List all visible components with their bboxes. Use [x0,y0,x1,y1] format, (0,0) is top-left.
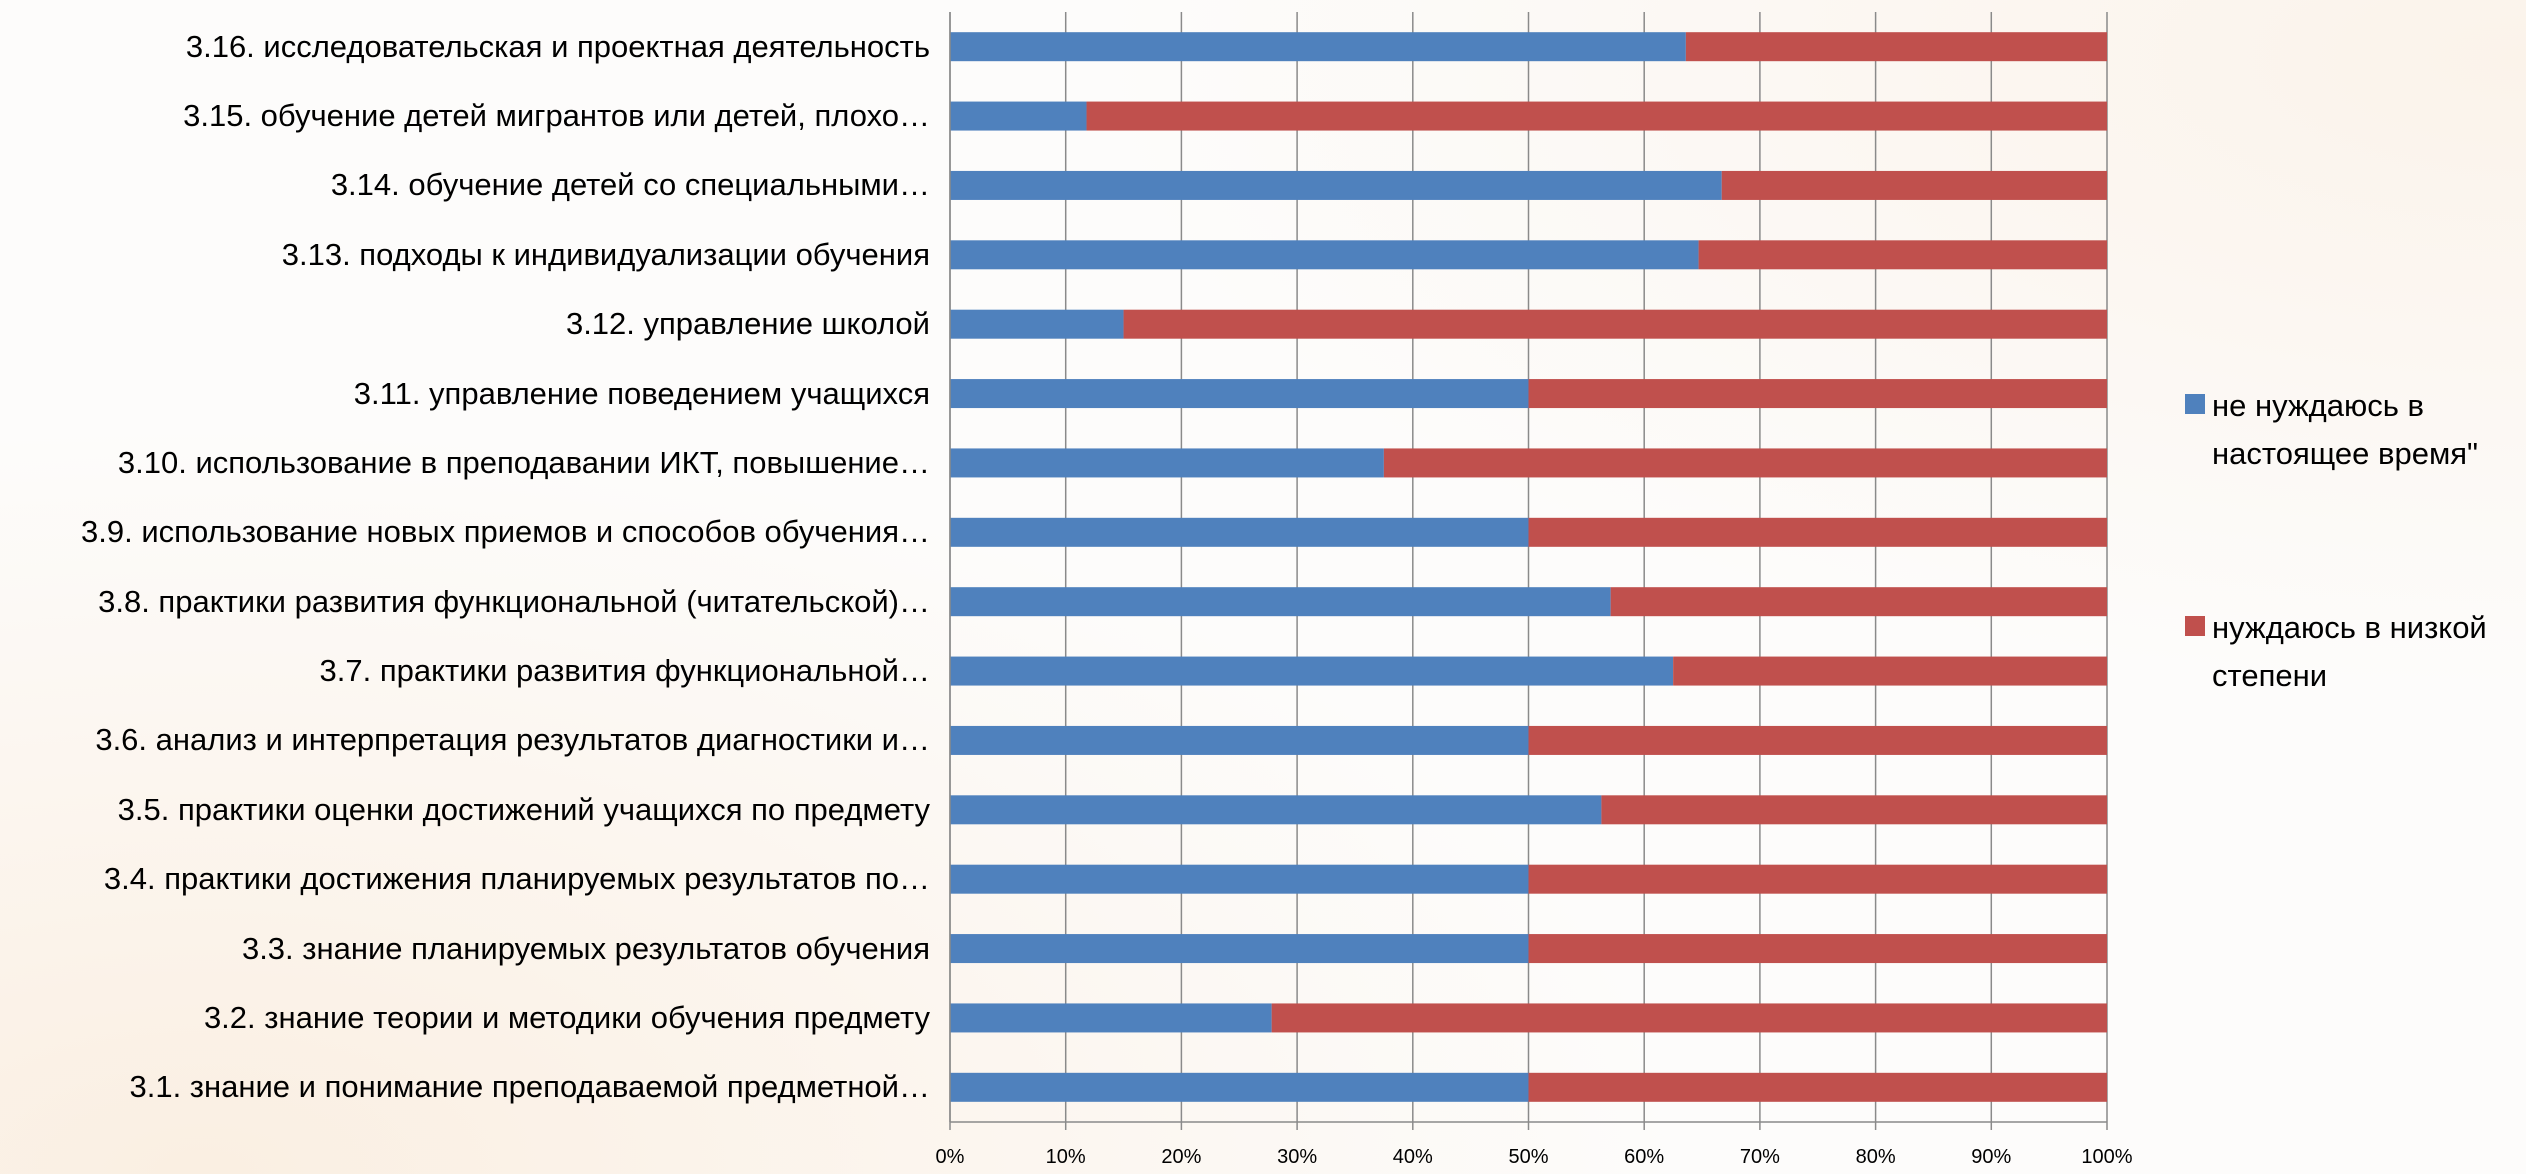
bar-segment-low-need [1528,1072,2107,1102]
category-label: 3.8. практики развития функциональной (ч… [98,583,930,619]
legend-swatch-red [2185,616,2205,636]
legend-label: не нуждаюсь в настоящее время" [2212,388,2479,471]
bar-segment-not-needed [950,240,1699,270]
bar-segment-low-need [1698,240,2107,270]
bar-segment-not-needed [950,864,1529,894]
bar-segment-not-needed [950,1003,1272,1033]
bar-segment-not-needed [950,101,1087,131]
category-label: 3.13. подходы к индивидуализации обучени… [281,236,930,272]
category-label: 3.1. знание и понимание преподаваемой пр… [129,1069,930,1105]
category-label: 3.6. анализ и интерпретация результатов … [95,722,930,758]
x-tick-label: 0% [935,1146,965,1168]
bar-segment-low-need [1271,1003,2107,1033]
x-tick-label: 30% [1277,1146,1318,1168]
bar-segment-low-need [1721,170,2107,200]
bar-segment-not-needed [950,309,1124,339]
bar-segment-not-needed [950,795,1602,825]
bar-segment-not-needed [950,656,1674,686]
x-tick-label: 60% [1624,1146,1665,1168]
bar-segment-low-need [1528,725,2107,755]
bar-segment-low-need [1383,448,2107,478]
category-label: 3.11. управление поведением учащихся [353,375,930,411]
category-label: 3.5. практики оценки достижений учащихся… [117,791,930,827]
x-tick-label: 20% [1161,1146,1202,1168]
category-label: 3.9. использование новых приемов и спосо… [81,514,930,550]
bar-segment-low-need [1528,864,2107,894]
bar-segment-not-needed [950,934,1529,964]
bar-segment-low-need [1673,656,2107,686]
bar-segment-low-need [1610,587,2107,617]
bar-segment-low-need [1086,101,2107,131]
bar-segment-low-need [1601,795,2107,825]
category-label: 3.15. обучение детей мигрантов или детей… [183,98,930,134]
bar-segment-not-needed [950,448,1384,478]
x-tick-label: 100% [2081,1146,2133,1168]
bar-segment-not-needed [950,379,1529,409]
bar-segment-low-need [1528,517,2107,547]
x-tick-label: 50% [1508,1146,1549,1168]
x-tick-label: 90% [1971,1146,2012,1168]
x-tick-label: 80% [1855,1146,1896,1168]
bar-segment-not-needed [950,1072,1529,1102]
x-tick-label: 70% [1739,1146,1780,1168]
bar-segment-not-needed [950,725,1529,755]
x-tick-label: 10% [1045,1146,1086,1168]
category-label: 3.4. практики достижения планируемых рез… [103,861,930,897]
bar-segment-not-needed [950,32,1686,62]
category-label: 3.2. знание теории и методики обучения п… [203,999,930,1035]
legend-swatch-blue [2185,394,2205,414]
category-label: 3.14. обучение детей со специальными… [330,167,930,203]
bar-segment-low-need [1528,379,2107,409]
bar-segment-not-needed [950,170,1722,200]
category-label: 3.16. исследовательская и проектная деят… [185,28,930,64]
category-label: 3.10. использование в преподавании ИКТ, … [117,444,930,480]
x-tick-label: 40% [1392,1146,1433,1168]
legend-label: нуждаюсь в низкой степени [2212,610,2487,693]
category-label: 3.3. знание планируемых результатов обуч… [241,930,930,966]
category-label: 3.12. управление школой [565,306,930,342]
bar-segment-low-need [1123,309,2107,339]
bar-segment-not-needed [950,587,1611,617]
bar-segment-low-need [1528,934,2107,964]
category-label: 3.7. практики развития функциональной… [319,653,930,689]
bar-segment-low-need [1685,32,2107,62]
bar-segment-not-needed [950,517,1529,547]
